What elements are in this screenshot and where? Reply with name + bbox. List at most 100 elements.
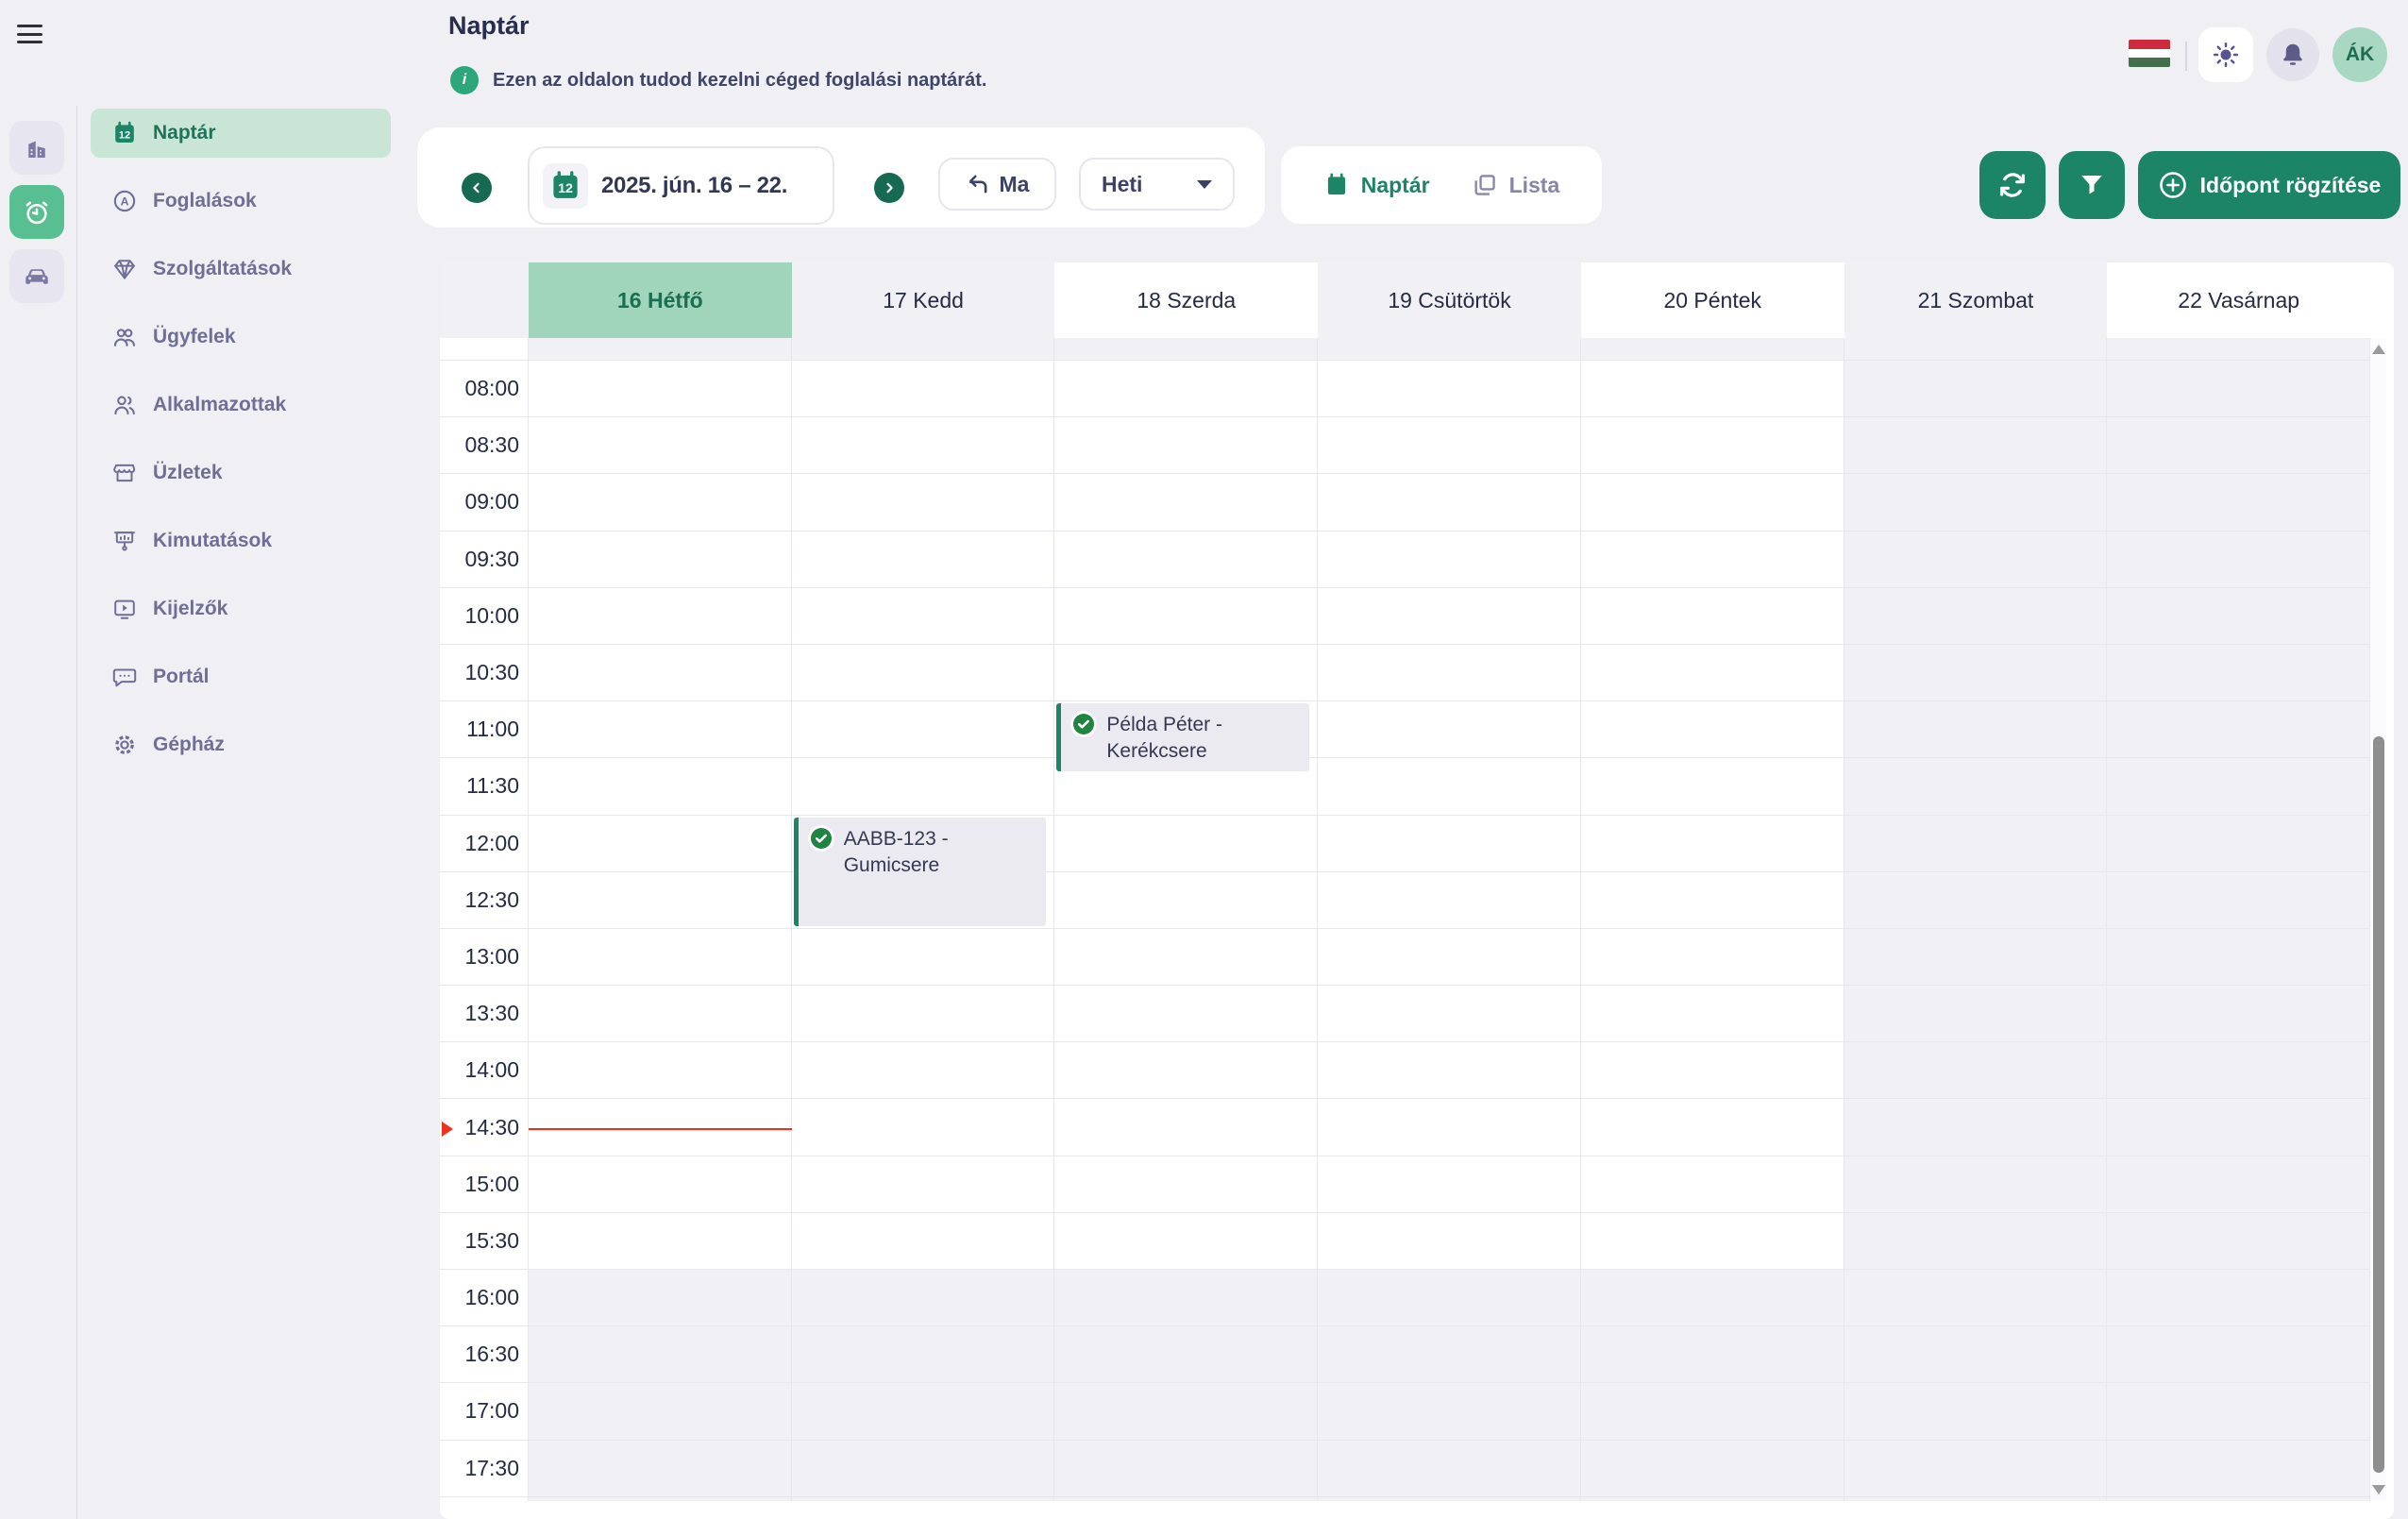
calendar-cell[interactable] <box>1054 1212 1319 1269</box>
add-appointment-button[interactable]: Időpont rögzítése <box>2138 151 2400 219</box>
calendar-cell[interactable] <box>1844 1440 2108 1496</box>
workspace-buildings-button[interactable] <box>9 121 64 175</box>
day-header-7[interactable]: 22 Vasárnap <box>2107 262 2371 338</box>
next-week-button[interactable] <box>874 173 904 203</box>
notifications-button[interactable] <box>2266 28 2319 81</box>
calendar-cell[interactable] <box>2107 531 2371 587</box>
calendar-cell[interactable] <box>1580 871 1844 928</box>
calendar-cell[interactable] <box>529 474 792 531</box>
calendar-cell[interactable] <box>1318 361 1581 417</box>
day-header-1[interactable]: 16 Hétfő <box>529 262 792 338</box>
calendar-cell[interactable] <box>791 1042 1055 1099</box>
calendar-cell[interactable] <box>1054 587 1319 644</box>
calendar-cell[interactable] <box>2107 644 2371 701</box>
calendar-cell[interactable] <box>1580 1042 1844 1099</box>
calendar-cell[interactable] <box>1054 1099 1319 1156</box>
calendar-cell[interactable] <box>791 758 1055 815</box>
calendar-cell[interactable] <box>529 986 792 1042</box>
calendar-cell[interactable] <box>1318 1156 1581 1212</box>
hungarian-flag-icon[interactable] <box>2129 40 2170 67</box>
calendar-cell[interactable] <box>1318 531 1581 587</box>
calendar-cell[interactable] <box>1580 1212 1844 1269</box>
calendar-cell[interactable] <box>1580 701 1844 758</box>
calendar-cell[interactable] <box>1318 1383 1581 1440</box>
theme-toggle-button[interactable] <box>2198 27 2253 82</box>
day-header-3[interactable]: 18 Szerda <box>1054 262 1319 338</box>
calendar-cell[interactable] <box>2107 338 2371 360</box>
calendar-cell[interactable] <box>1318 417 1581 474</box>
calendar-cell[interactable] <box>529 1496 792 1501</box>
calendar-cell[interactable] <box>1844 1496 2108 1501</box>
calendar-cell[interactable] <box>1054 361 1319 417</box>
calendar-cell[interactable] <box>1318 986 1581 1042</box>
calendar-cell[interactable] <box>1318 815 1581 871</box>
calendar-cell[interactable] <box>1318 338 1581 360</box>
calendar-cell[interactable] <box>1580 474 1844 531</box>
calendar-cell[interactable] <box>791 1156 1055 1212</box>
calendar-cell[interactable] <box>791 417 1055 474</box>
calendar-cell[interactable] <box>1318 644 1581 701</box>
calendar-cell[interactable] <box>2107 986 2371 1042</box>
calendar-cell[interactable] <box>1580 1099 1844 1156</box>
calendar-cell[interactable] <box>1580 928 1844 986</box>
calendar-cell[interactable] <box>1844 587 2108 644</box>
calendar-scrollbar[interactable] <box>2370 338 2386 1501</box>
scrollbar-up-icon[interactable] <box>2372 345 2385 354</box>
calendar-cell[interactable] <box>529 1212 792 1269</box>
day-header-4[interactable]: 19 Csütörtök <box>1318 262 1581 338</box>
calendar-cell[interactable] <box>1580 815 1844 871</box>
calendar-cell[interactable] <box>1844 338 2108 360</box>
calendar-cell[interactable] <box>1318 587 1581 644</box>
sidebar-item-kimutatasok[interactable]: Kimutatások <box>91 516 391 565</box>
calendar-cell[interactable] <box>791 928 1055 986</box>
calendar-cell[interactable] <box>1054 1326 1319 1383</box>
refresh-button[interactable] <box>1979 151 2046 219</box>
calendar-cell[interactable] <box>1054 871 1319 928</box>
calendar-cell[interactable] <box>1318 701 1581 758</box>
calendar-cell[interactable] <box>1580 1496 1844 1501</box>
day-header-5[interactable]: 20 Péntek <box>1580 262 1844 338</box>
calendar-cell[interactable] <box>529 338 792 360</box>
event[interactable]: Példa Péter - Kerékcsere <box>1056 703 1310 772</box>
sidebar-item-kijelzok[interactable]: Kijelzők <box>91 584 391 633</box>
calendar-cell[interactable] <box>791 531 1055 587</box>
calendar-cell[interactable] <box>2107 1326 2371 1383</box>
calendar-cell[interactable] <box>1580 1326 1844 1383</box>
calendar-cell[interactable] <box>1844 871 2108 928</box>
calendar-cell[interactable] <box>2107 1383 2371 1440</box>
calendar-cell[interactable] <box>1844 644 2108 701</box>
calendar-cell[interactable] <box>1580 1270 1844 1326</box>
calendar-cell[interactable] <box>2107 474 2371 531</box>
calendar-cell[interactable] <box>529 1440 792 1496</box>
calendar-cell[interactable] <box>1844 758 2108 815</box>
calendar-cell[interactable] <box>1318 871 1581 928</box>
calendar-cell[interactable] <box>1844 1156 2108 1212</box>
sidebar-item-foglalasok[interactable]: A Foglalások <box>91 177 391 226</box>
day-header-2[interactable]: 17 Kedd <box>791 262 1055 338</box>
user-avatar[interactable]: ÁK <box>2332 27 2387 82</box>
calendar-cell[interactable] <box>1580 531 1844 587</box>
sidebar-item-naptar[interactable]: 12 Naptár <box>91 109 391 158</box>
calendar-cell[interactable] <box>529 361 792 417</box>
calendar-cell[interactable] <box>529 1326 792 1383</box>
calendar-cell[interactable] <box>2107 361 2371 417</box>
filter-button[interactable] <box>2059 151 2125 219</box>
sidebar-item-szolgaltatasok[interactable]: Szolgáltatások <box>91 245 391 294</box>
calendar-cell[interactable] <box>1318 474 1581 531</box>
calendar-cell[interactable] <box>1318 1326 1581 1383</box>
calendar-cell[interactable] <box>529 1042 792 1099</box>
calendar-cell[interactable] <box>529 1099 792 1156</box>
calendar-cell[interactable] <box>791 474 1055 531</box>
calendar-cell[interactable] <box>529 701 792 758</box>
calendar-cell[interactable] <box>1844 928 2108 986</box>
calendar-cell[interactable] <box>1844 1383 2108 1440</box>
calendar-cell[interactable] <box>1054 417 1319 474</box>
sidebar-item-alkalmazottak[interactable]: Alkalmazottak <box>91 380 391 430</box>
calendar-cell[interactable] <box>2107 1156 2371 1212</box>
calendar-cell[interactable] <box>1580 417 1844 474</box>
calendar-cell[interactable] <box>529 758 792 815</box>
calendar-cell[interactable] <box>529 417 792 474</box>
calendar-cell[interactable] <box>1844 701 2108 758</box>
calendar-cell[interactable] <box>1580 986 1844 1042</box>
scrollbar-thumb[interactable] <box>2372 736 2384 1473</box>
